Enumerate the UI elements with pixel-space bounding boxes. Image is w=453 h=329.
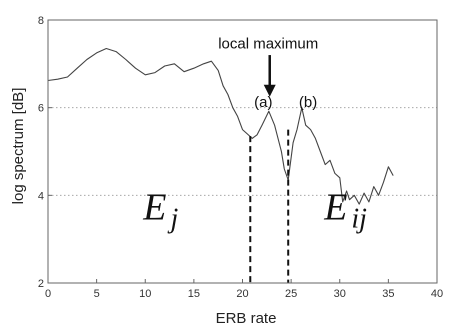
x-tick-label: 0 bbox=[45, 288, 51, 300]
x-tick-label: 30 bbox=[334, 288, 346, 300]
x-tick-label: 35 bbox=[382, 288, 394, 300]
grid-lines bbox=[48, 107, 437, 196]
y-tick-label: 2 bbox=[38, 278, 44, 290]
marker-a-label: (a) bbox=[254, 94, 272, 111]
x-axis-label: ERB rate bbox=[216, 310, 277, 327]
spectrum-line bbox=[47, 47, 394, 205]
y-tick-label: 8 bbox=[38, 15, 44, 27]
arrow-down-icon bbox=[263, 84, 276, 97]
x-tick-label: 10 bbox=[139, 288, 151, 300]
y-tick-label: 4 bbox=[38, 190, 44, 202]
x-tick-label: 25 bbox=[285, 288, 297, 300]
local-maximum-label: local maximum bbox=[218, 35, 318, 52]
dashed-markers bbox=[249, 129, 290, 283]
y-axis-label: log spectrum [dB] bbox=[10, 88, 27, 205]
x-tick-label: 20 bbox=[236, 288, 248, 300]
axes bbox=[47, 19, 438, 284]
plot-area bbox=[47, 47, 394, 205]
axes-frame bbox=[47, 19, 438, 284]
x-tick-label: 5 bbox=[94, 288, 100, 300]
marker-b-label: (b) bbox=[299, 94, 317, 111]
y-tick-label: 6 bbox=[38, 103, 44, 115]
tick-labels: 0 5 10 15 20 25 30 35 40 2 4 6 8 bbox=[38, 15, 443, 300]
x-tick-label: 40 bbox=[431, 288, 443, 300]
x-tick-label: 15 bbox=[188, 288, 200, 300]
